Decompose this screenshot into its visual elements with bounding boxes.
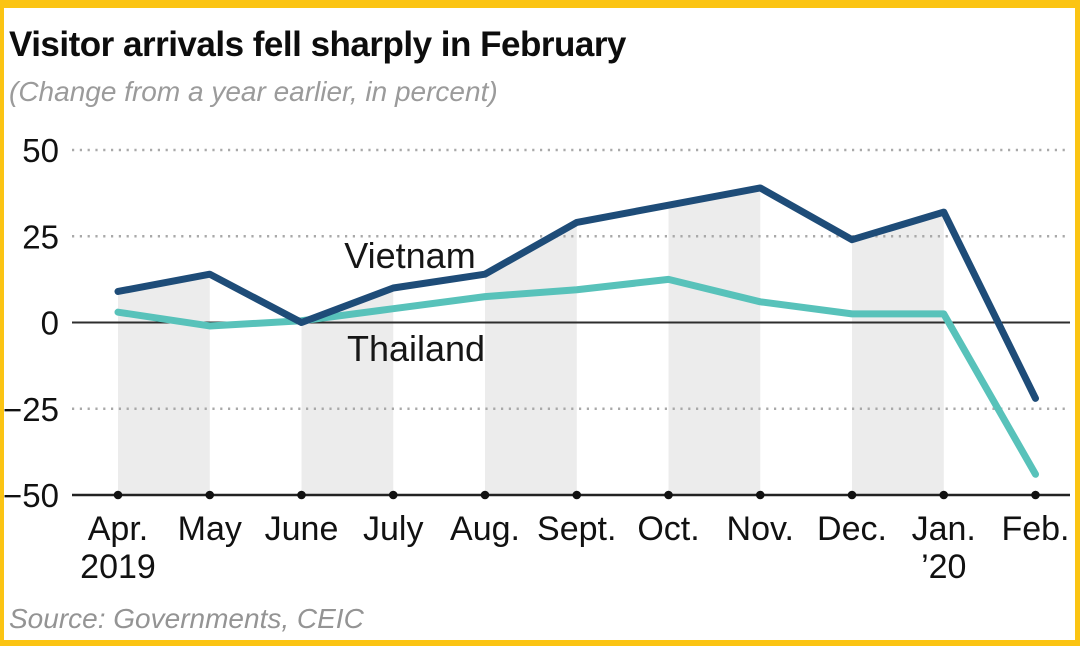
chart-source: Source: Governments, CEIC [9, 603, 364, 634]
shaded-band [668, 187, 761, 495]
x-tick-label: July [363, 510, 423, 548]
x-tick-label: Nov. [727, 510, 794, 548]
shaded-band [852, 212, 944, 495]
y-tick-label: 25 [22, 218, 59, 255]
axis-tick-dot [939, 490, 949, 500]
shaded-band [118, 274, 210, 495]
axis-tick-dot [572, 490, 582, 500]
y-tick-label: 50 [22, 132, 59, 169]
axis-tick-dot [388, 490, 398, 500]
x-tick-label: June [265, 510, 339, 548]
x-tick-label: Aug. [450, 510, 520, 548]
thailand-line [114, 275, 1039, 478]
x-tick-label: Apr. [88, 510, 148, 548]
axis-tick-dot [755, 490, 765, 500]
vietnam-line [114, 184, 1039, 402]
axis-tick-dot [664, 490, 673, 500]
axis-tick-dot [847, 490, 857, 500]
x-tick-label: Sept. [537, 510, 616, 548]
axis-tick-dot [113, 490, 123, 500]
x-tick-label: Jan. [912, 510, 976, 548]
axis-tick-dot [480, 490, 490, 500]
x-tick-sublabel: ’20 [921, 548, 966, 586]
y-tick-label: −50 [3, 477, 59, 514]
series-label-thailand: Thailand [347, 328, 485, 369]
series-label-vietnam: Vietnam [344, 235, 475, 276]
x-tick-label: Feb. [1001, 510, 1069, 548]
shaded-band [301, 288, 394, 495]
x-tick-label: Oct. [637, 510, 699, 548]
chart-subtitle: (Change from a year earlier, in percent) [9, 76, 498, 107]
axis-tick-dot [1031, 490, 1040, 500]
y-tick-label: 0 [41, 305, 59, 342]
axis-tick-dot [297, 490, 306, 500]
x-tick-label: Dec. [817, 510, 887, 548]
chart-title: Visitor arrivals fell sharply in Februar… [9, 25, 626, 64]
y-tick-label: −25 [3, 391, 59, 428]
x-tick-sublabel: 2019 [80, 548, 156, 586]
axis-tick-dot [205, 490, 215, 500]
x-tick-label: May [178, 510, 242, 548]
